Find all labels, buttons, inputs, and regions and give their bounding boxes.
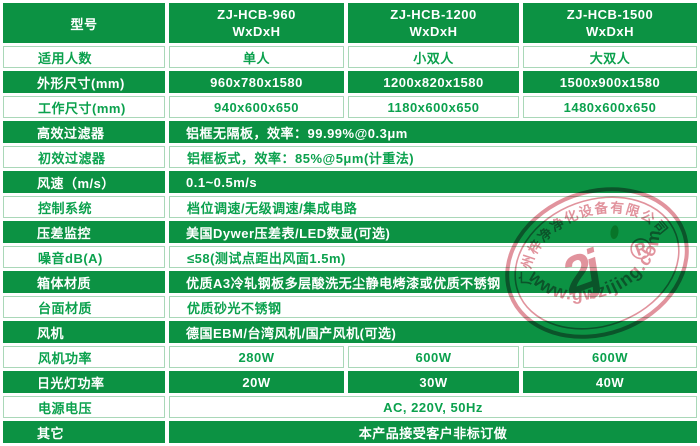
model-dims-label: WxDxH — [232, 24, 281, 39]
cell-worktop-material: 优质砂光不锈钢 — [169, 296, 697, 318]
row-label-other: 其它 — [3, 421, 165, 443]
cell-voltage: AC, 220V, 50Hz — [169, 396, 697, 418]
header-model-zj-hcb-1200: ZJ-HCB-1200 WxDxH — [348, 3, 519, 43]
row-label-control-system: 控制系统 — [3, 196, 165, 218]
header-model-label: 型号 — [3, 3, 165, 43]
row-label-noise: 噪音dB(A) — [3, 246, 165, 268]
cell-users-960: 单人 — [169, 46, 344, 68]
cell-fan-power-960: 280W — [169, 346, 344, 368]
row-label-work-size: 工作尺寸(mm) — [3, 96, 165, 118]
cell-light-power-960: 20W — [169, 371, 344, 393]
cell-users-1200: 小双人 — [348, 46, 519, 68]
cell-external-size-960: 960x780x1580 — [169, 71, 344, 93]
cell-light-power-1200: 30W — [348, 371, 519, 393]
cell-fan-power-1200: 600W — [348, 346, 519, 368]
row-label-light-power: 日光灯功率 — [3, 371, 165, 393]
cell-fan-power-1500: 600W — [523, 346, 697, 368]
row-label-cabinet-material: 箱体材质 — [3, 271, 165, 293]
model-dims-label: WxDxH — [585, 24, 634, 39]
cell-work-size-960: 940x600x650 — [169, 96, 344, 118]
row-label-fan: 风机 — [3, 321, 165, 343]
header-model-zj-hcb-1500: ZJ-HCB-1500 WxDxH — [523, 3, 697, 43]
row-label-pre-filter: 初效过滤器 — [3, 146, 165, 168]
cell-control-system: 档位调速/无级调速/集成电路 — [169, 196, 697, 218]
cell-cabinet-material: 优质A3冷轧钢板多层酸洗无尘静电烤漆或优质不锈钢 — [169, 271, 697, 293]
cell-users-1500: 大双人 — [523, 46, 697, 68]
model-name: ZJ-HCB-1500 — [566, 7, 654, 22]
row-label-air-speed: 风速（m/s） — [3, 171, 165, 193]
row-label-hepa-filter: 高效过滤器 — [3, 121, 165, 143]
cell-air-speed: 0.1~0.5m/s — [169, 171, 697, 193]
cell-light-power-1500: 40W — [523, 371, 697, 393]
cell-work-size-1200: 1180x600x650 — [348, 96, 519, 118]
cell-other: 本产品接受客户非标订做 — [169, 421, 697, 443]
model-name: ZJ-HCB-960 — [217, 7, 296, 22]
cell-external-size-1200: 1200x820x1580 — [348, 71, 519, 93]
cell-fan: 德国EBM/台湾风机/国产风机(可选) — [169, 321, 697, 343]
cell-noise: ≤58(测试点距出风面1.5m) — [169, 246, 697, 268]
model-name: ZJ-HCB-1200 — [390, 7, 477, 22]
model-dims-label: WxDxH — [409, 24, 458, 39]
cell-pre-filter: 铝框板式，效率：85%@5μm(计重法) — [169, 146, 697, 168]
cell-work-size-1500: 1480x600x650 — [523, 96, 697, 118]
row-label-users: 适用人数 — [3, 46, 165, 68]
cell-external-size-1500: 1500x900x1580 — [523, 71, 697, 93]
row-label-external-size: 外形尺寸(mm) — [3, 71, 165, 93]
row-label-pressure-monitor: 压差监控 — [3, 221, 165, 243]
header-model-zj-hcb-960: ZJ-HCB-960 WxDxH — [169, 3, 344, 43]
row-label-voltage: 电源电压 — [3, 396, 165, 418]
cell-pressure-monitor: 美国Dywer压差表/LED数显(可选) — [169, 221, 697, 243]
cell-hepa-filter: 铝框无隔板，效率：99.99%@0.3μm — [169, 121, 697, 143]
row-label-fan-power: 风机功率 — [3, 346, 165, 368]
row-label-worktop-material: 台面材质 — [3, 296, 165, 318]
